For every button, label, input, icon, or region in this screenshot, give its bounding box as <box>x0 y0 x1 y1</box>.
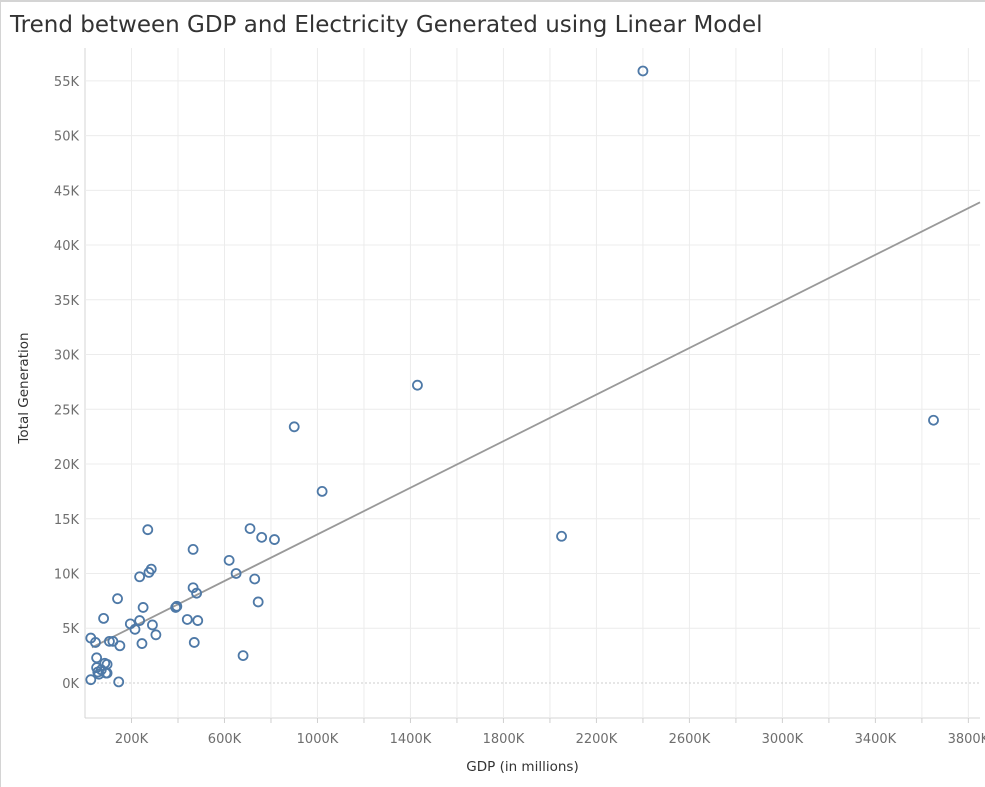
y-tick-label: 30K <box>54 349 80 364</box>
data-point <box>191 587 202 599</box>
data-point <box>85 674 97 686</box>
x-tick-label: 600K <box>208 732 242 747</box>
data-point <box>104 635 115 647</box>
data-point <box>237 650 249 661</box>
data-point <box>249 573 261 585</box>
data-point <box>171 600 183 612</box>
y-tick-label: 20K <box>54 458 80 473</box>
y-tick-label: 45K <box>54 184 80 199</box>
x-tick-label: 3800K <box>948 732 985 747</box>
y-tick-label: 0K <box>62 677 79 692</box>
data-point <box>181 614 193 625</box>
y-axis-ticks: 0K 5K 10K 15K 20K 25K 30K 35K 40K 45K 50K 55K <box>54 75 80 692</box>
data-point <box>637 65 649 77</box>
data-point <box>256 531 268 543</box>
data-point <box>129 623 141 635</box>
grid-lines <box>84 48 980 723</box>
data-point <box>170 602 182 613</box>
x-tick-label: 1000K <box>297 732 339 747</box>
chart-title: Trend between GDP and Electricity Genera… <box>10 12 763 38</box>
x-tick-label: 2200K <box>576 732 618 747</box>
data-point <box>187 582 199 594</box>
data-point <box>98 612 109 624</box>
data-point <box>412 379 423 391</box>
y-tick-label: 25K <box>54 403 80 418</box>
data-point <box>244 523 256 535</box>
data-point <box>556 530 567 542</box>
x-axis-ticks: 200K 600K 1000K 1400K 1800K 2200K 2600K 3000K 34… <box>115 732 985 747</box>
trend-line <box>91 201 981 649</box>
data-point <box>252 596 264 608</box>
data-point <box>134 571 146 583</box>
x-tick-label: 1400K <box>390 732 432 747</box>
data-point <box>134 615 146 626</box>
y-tick-label: 35K <box>54 294 80 309</box>
x-axis-title: GDP (in millions) <box>466 759 578 775</box>
data-point <box>150 629 162 641</box>
data-point <box>136 638 148 649</box>
data-point <box>113 676 125 688</box>
data-point <box>137 602 149 613</box>
y-tick-label: 15K <box>54 513 80 528</box>
data-point <box>928 414 939 426</box>
data-point <box>90 637 101 648</box>
x-tick-label: 3000K <box>762 732 804 747</box>
data-point <box>91 652 103 664</box>
data-point <box>188 637 200 648</box>
data-point <box>93 668 105 680</box>
data-point <box>147 619 158 631</box>
y-axis-title: Total Generation <box>16 332 32 444</box>
y-tick-label: 50K <box>54 130 80 145</box>
data-point <box>288 421 300 433</box>
x-tick-label: 1800K <box>483 732 525 747</box>
y-tick-label: 55K <box>54 75 80 90</box>
y-tick-label: 5K <box>62 622 79 637</box>
y-tick-label: 10K <box>54 567 80 582</box>
y-tick-label: 40K <box>54 239 80 254</box>
data-point <box>192 615 204 626</box>
data-point <box>223 554 235 566</box>
data-point <box>142 524 154 536</box>
data-point <box>143 566 155 578</box>
trend-line-layer <box>91 201 981 649</box>
x-tick-label: 200K <box>115 732 149 747</box>
data-point <box>112 593 123 605</box>
x-tick-label: 2600K <box>669 732 711 747</box>
data-point <box>230 568 242 579</box>
data-point <box>316 485 328 497</box>
x-tick-label: 3400K <box>855 732 897 747</box>
data-point <box>269 534 280 545</box>
data-points <box>85 65 939 688</box>
data-point <box>187 544 199 555</box>
data-point <box>114 640 126 652</box>
